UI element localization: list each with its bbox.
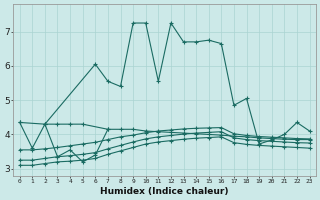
X-axis label: Humidex (Indice chaleur): Humidex (Indice chaleur): [100, 187, 229, 196]
